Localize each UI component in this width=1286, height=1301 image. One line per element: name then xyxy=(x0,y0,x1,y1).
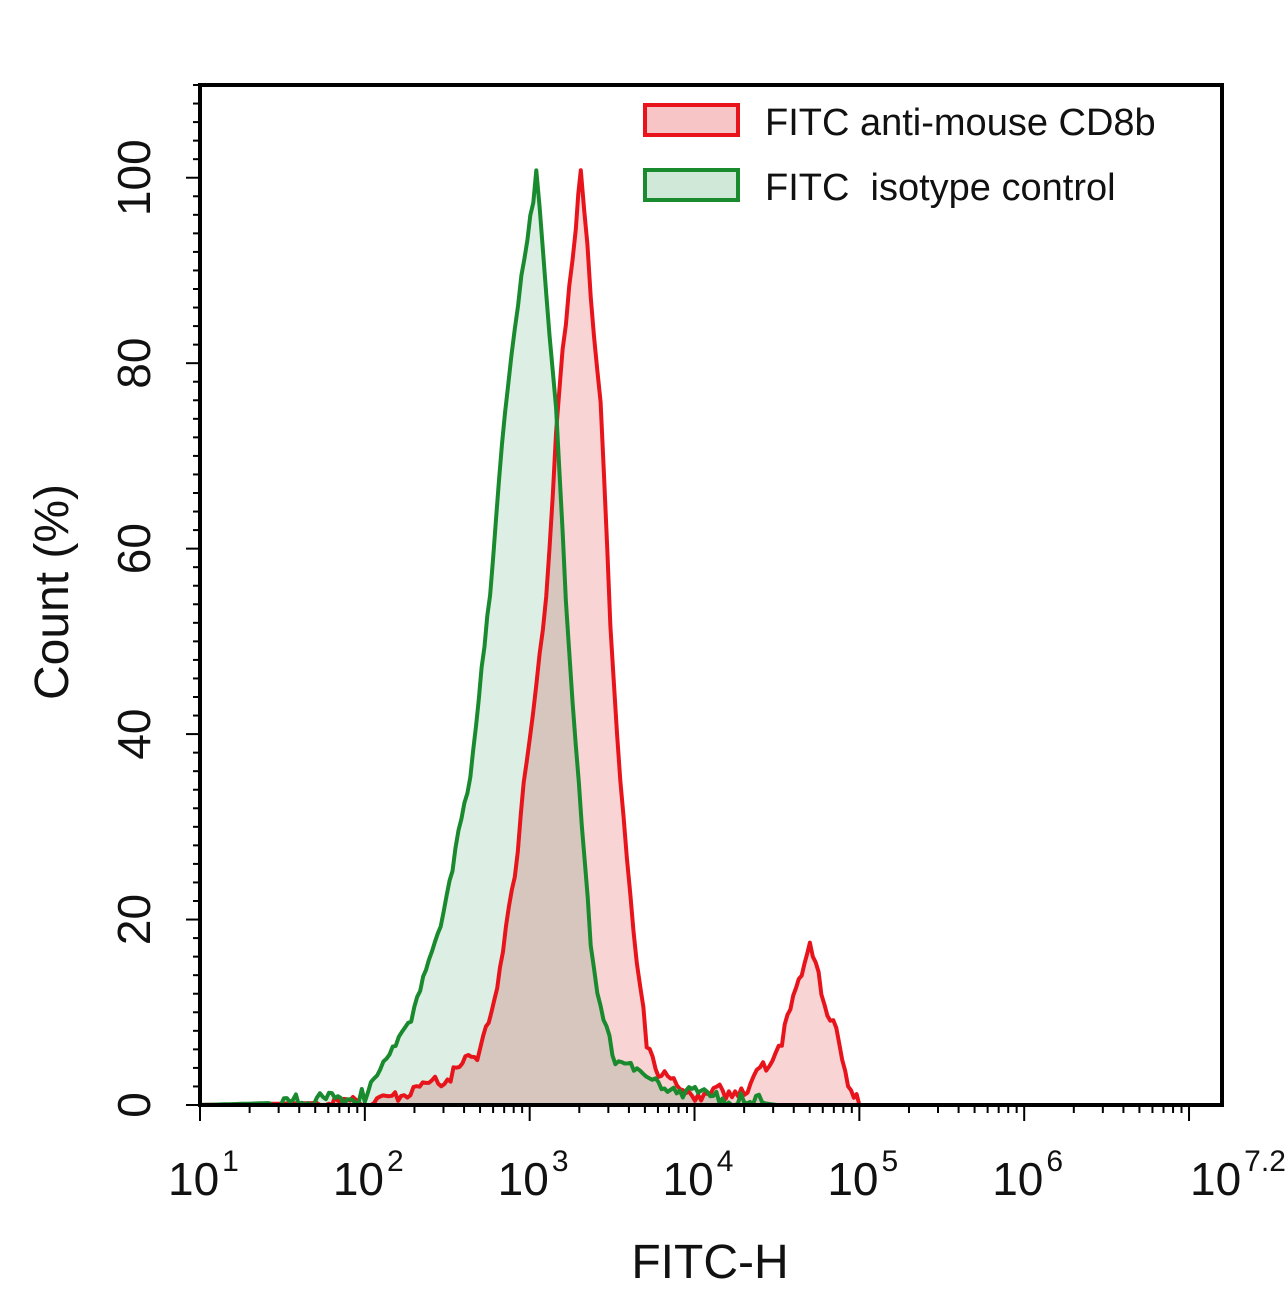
y-tick-label: 60 xyxy=(108,523,160,574)
y-axis-label: Count (%) xyxy=(26,484,79,700)
x-tick-label: 10 3 xyxy=(498,1145,569,1205)
x-tick-label: 10 1 xyxy=(168,1145,239,1205)
x-tick-label: 10 6 xyxy=(992,1145,1063,1205)
x-tick-label: 10 5 xyxy=(827,1145,898,1205)
plot-frame xyxy=(198,83,1224,1107)
x-axis-label: FITC-H xyxy=(631,1236,788,1289)
y-tick-label: 100 xyxy=(108,139,160,216)
x-tick-label: 10 4 xyxy=(663,1145,734,1205)
series-fill-1 xyxy=(200,170,777,1105)
legend-label-isotype: FITC isotype control xyxy=(765,167,1116,209)
y-tick-label: 40 xyxy=(108,709,160,760)
legend-label-cd8b: FITC anti-mouse CD8b xyxy=(765,102,1156,144)
y-tick-label: 20 xyxy=(108,894,160,945)
legend: FITC anti-mouse CD8b FITC isotype contro… xyxy=(643,102,1156,209)
legend-swatch-cd8b xyxy=(643,103,740,137)
y-tick-label: 80 xyxy=(108,338,160,389)
x-tick-label: 10 7.2 xyxy=(1190,1145,1286,1205)
series-line-1 xyxy=(199,168,778,1107)
x-tick-label: 10 2 xyxy=(333,1145,404,1205)
legend-swatch-isotype xyxy=(643,168,740,202)
y-tick-label: 0 xyxy=(108,1092,160,1118)
